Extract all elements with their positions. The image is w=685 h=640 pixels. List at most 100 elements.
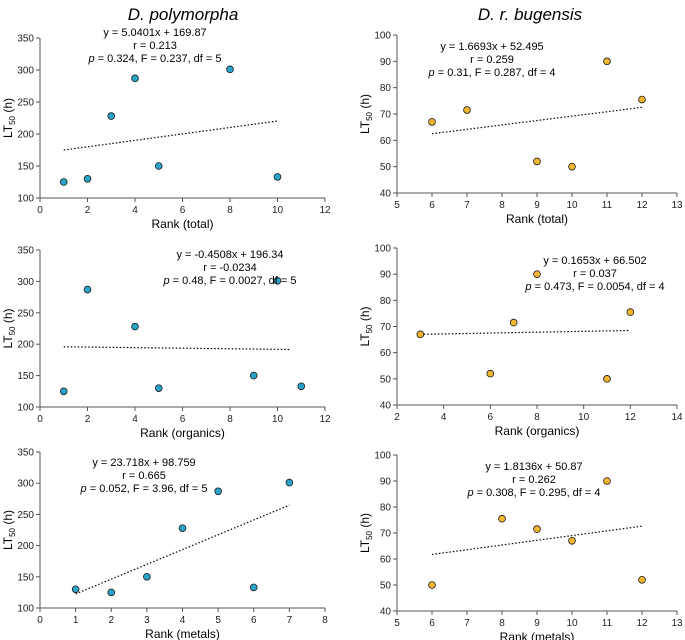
data-point [416, 330, 425, 339]
x-tick-label: 5 [394, 200, 400, 211]
x-tick-label: 8 [499, 618, 505, 629]
x-axis-label: Rank (total) [506, 212, 568, 226]
data-point [533, 157, 541, 166]
data-point [568, 536, 576, 545]
stats-values: = 0.324, F = 0.237, df = 5 [95, 53, 222, 65]
y-tick-label: 150 [17, 572, 34, 583]
data-point [143, 572, 151, 581]
data-point [428, 118, 436, 126]
panel-poly-metals: 100 150 200 250 300 350 0 1 2 3 4 5 6 7 8 Rank (metals)… [1, 448, 328, 640]
y-label-main: LT [358, 539, 372, 553]
x-tick-label: 0 [37, 205, 43, 216]
x-tick-label: 2 [85, 414, 91, 425]
x-tick-label: 9 [534, 200, 540, 211]
y-tick-label: 300 [17, 66, 34, 77]
y-tick-label: 80 [380, 503, 392, 514]
correlation-r: r = 0.665 [122, 470, 166, 482]
data-point [249, 583, 258, 592]
y-label-unit: (h) [358, 306, 372, 324]
y-axis-label: LT50 (h) [358, 306, 374, 346]
regression-equation: y = 1.6693x + 52.495 [440, 41, 543, 53]
data-point [568, 162, 576, 171]
y-tick-label: 250 [17, 510, 34, 521]
data-point [273, 276, 282, 285]
x-tick-label: 5 [215, 615, 221, 626]
trend-line [63, 346, 290, 351]
y-tick-label: 350 [17, 246, 34, 257]
x-tick-label: 8 [499, 200, 505, 211]
y-label-unit: (h) [1, 510, 15, 528]
data-point [249, 371, 258, 380]
data-point [178, 524, 187, 532]
x-tick-label: 4 [441, 412, 447, 423]
panel-bug-organics: 40 50 60 70 80 90 100 2 4 6 8 10 12 14 Rank (organics)… [358, 244, 683, 439]
y-tick-label: 100 [17, 403, 34, 414]
p-symbol: p [162, 275, 169, 287]
x-tick-label: 1 [73, 615, 79, 626]
y-tick-label: 250 [17, 98, 34, 109]
x-tick-label: 12 [319, 414, 331, 425]
trend-line [420, 329, 631, 335]
x-tick-label: 10 [272, 414, 284, 425]
x-tick-label: 4 [132, 205, 138, 216]
x-tick-label: 11 [602, 200, 613, 211]
x-tick-label: 10 [272, 205, 284, 216]
y-label-unit: (h) [358, 94, 372, 112]
data-point [154, 384, 163, 392]
correlation-r: r = 0.213 [133, 40, 177, 52]
p-symbol: p [428, 67, 435, 79]
x-tick-label: 12 [319, 205, 331, 216]
data-point [297, 382, 306, 391]
y-tick-label: 40 [380, 401, 392, 412]
trend-line [431, 525, 643, 556]
data-point [638, 95, 646, 104]
regression-equation: y = 1.8136x + 50.87 [485, 461, 582, 473]
data-point [154, 162, 163, 170]
panel-bug-metals: 40 50 60 70 80 90 100 5 6 7 8 9 10 11 12 13 Rank (metals… [358, 451, 683, 640]
y-label-subscript: 50 [365, 111, 374, 120]
y-label-subscript: 50 [365, 530, 374, 539]
x-tick-label: 7 [464, 200, 470, 211]
x-tick-label: 10 [566, 618, 578, 629]
correlation-r: r = 0.259 [470, 54, 514, 66]
x-tick-label: 5 [394, 618, 400, 629]
x-tick-label: 6 [180, 205, 186, 216]
stats-values: = 0.31, F = 0.287, df = 4 [435, 67, 556, 79]
x-tick-label: 10 [578, 412, 590, 423]
x-tick-label: 3 [144, 615, 150, 626]
regression-equation: y = 0.1653x + 66.502 [543, 255, 646, 267]
y-tick-label: 90 [380, 57, 392, 68]
x-tick-label: 6 [429, 618, 435, 629]
data-point [533, 525, 541, 533]
y-label-main: LT [358, 333, 372, 347]
x-tick-label: 6 [180, 414, 186, 425]
y-tick-label: 200 [17, 541, 34, 552]
stats-values: = 0.052, F = 3.96, df = 5 [87, 483, 208, 495]
panel-poly-organics: 100 150 200 250 300 350 0 2 4 6 8 10 12 Rank (organic… [1, 246, 331, 441]
y-tick-label: 80 [380, 296, 392, 307]
x-tick-label: 2 [85, 205, 91, 216]
x-tick-label: 8 [534, 412, 540, 423]
data-point [107, 112, 116, 120]
trend-line [63, 120, 278, 151]
panel-bug-total: 40 50 60 70 80 90 100 5 6 7 8 9 10 11 12 13 Rank (total)… [358, 31, 683, 227]
y-tick-label: 60 [380, 348, 392, 359]
column-title-polymorpha: D. polymorpha [128, 5, 239, 24]
stats-values: = 0.473, F = 0.0054, df = 4 [532, 281, 665, 293]
y-axis-label: LT50 (h) [1, 98, 17, 138]
x-tick-label: 0 [37, 414, 43, 425]
x-tick-label: 7 [464, 618, 470, 629]
y-tick-label: 250 [17, 308, 34, 319]
y-tick-label: 200 [17, 130, 34, 141]
y-tick-label: 50 [380, 374, 392, 385]
p-symbol: p [80, 483, 87, 495]
data-point [83, 285, 92, 294]
y-tick-label: 50 [380, 162, 392, 173]
data-point [214, 487, 222, 496]
data-point [71, 585, 80, 594]
x-tick-label: 13 [671, 200, 683, 211]
data-point [463, 106, 471, 114]
data-point [603, 375, 611, 383]
data-point [486, 369, 495, 378]
data-point [533, 270, 541, 278]
